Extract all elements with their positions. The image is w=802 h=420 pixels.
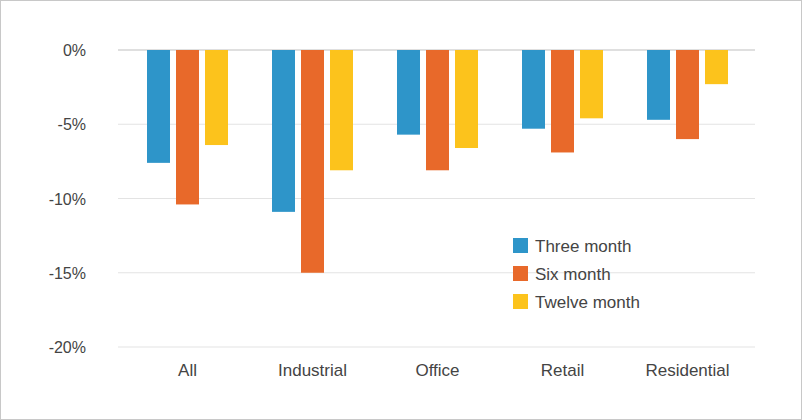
chart: 0% -5% -10% -15% -20% All Industrial Office Reta… bbox=[0, 0, 802, 420]
x-tick-label: All bbox=[178, 361, 197, 380]
frame bbox=[1, 1, 802, 420]
bar bbox=[205, 50, 228, 145]
y-tick-label: -20% bbox=[49, 339, 86, 356]
bar bbox=[330, 50, 353, 170]
bar bbox=[522, 50, 545, 129]
x-tick-label: Industrial bbox=[278, 361, 347, 380]
legend-label: Six month bbox=[535, 265, 611, 284]
bar bbox=[301, 50, 324, 273]
legend-label: Twelve month bbox=[535, 293, 640, 312]
grid-line bbox=[118, 272, 755, 273]
bars bbox=[147, 50, 728, 273]
y-tick-label: -15% bbox=[49, 265, 86, 282]
legend: Three month Six month Twelve month bbox=[513, 237, 640, 312]
bar bbox=[455, 50, 478, 148]
legend-swatch bbox=[513, 266, 528, 281]
legend-label: Three month bbox=[535, 237, 631, 256]
bar bbox=[176, 50, 199, 204]
bar bbox=[551, 50, 574, 152]
grid-line bbox=[118, 347, 755, 348]
bar bbox=[426, 50, 449, 170]
legend-swatch bbox=[513, 294, 528, 309]
bar bbox=[580, 50, 603, 118]
y-tick-label: -10% bbox=[49, 191, 86, 208]
bar bbox=[705, 50, 728, 84]
y-tick-label: 0% bbox=[63, 42, 86, 59]
bar bbox=[647, 50, 670, 120]
grid-line bbox=[118, 198, 755, 199]
bar bbox=[676, 50, 699, 139]
y-tick-label: -5% bbox=[58, 116, 86, 133]
x-tick-label: Office bbox=[415, 361, 459, 380]
x-tick-label: Retail bbox=[541, 361, 584, 380]
x-tick-label: Residential bbox=[645, 361, 729, 380]
legend-swatch bbox=[513, 238, 528, 253]
bar bbox=[147, 50, 170, 163]
bar bbox=[397, 50, 420, 135]
bar bbox=[272, 50, 295, 212]
